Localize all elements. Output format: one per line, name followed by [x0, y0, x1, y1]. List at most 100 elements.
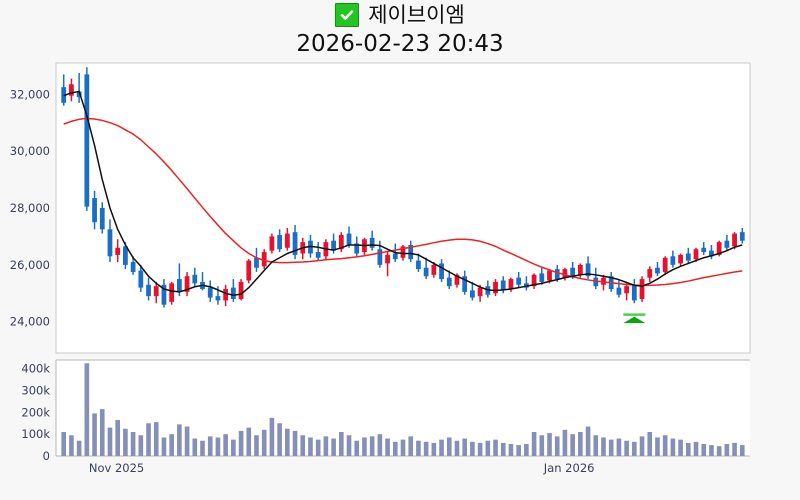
candlestick — [631, 279, 637, 304]
candlestick-volume-chart: 24,000 26,000 28,000 30,000 32,000 0 100k 200k 3… — [0, 58, 800, 500]
candlestick — [585, 256, 591, 280]
chart-header: 제이브이엠 2026-02-23 20:43 — [0, 0, 800, 62]
volume-bar — [639, 436, 645, 456]
volume-bar — [462, 438, 468, 456]
candlestick — [230, 279, 236, 302]
candle-body — [439, 263, 444, 280]
candlestick — [284, 227, 290, 251]
candle-body — [223, 289, 229, 301]
candlestick — [207, 280, 213, 302]
volume-bar — [292, 430, 298, 456]
volume-bar — [246, 427, 252, 456]
volume-bar — [724, 444, 730, 456]
volume-bar — [308, 437, 313, 456]
volume-bar — [400, 439, 406, 456]
candlestick — [99, 202, 105, 234]
volume-bar — [508, 444, 514, 456]
volume-ytick-label: 100k — [21, 427, 50, 441]
volume-bar — [547, 433, 552, 456]
ma-short-line — [63, 90, 743, 297]
candle-body — [701, 247, 707, 253]
candle-body — [292, 232, 298, 255]
volume-ytick-label: 200k — [21, 405, 50, 419]
candlestick — [269, 233, 275, 254]
candle-body — [616, 287, 622, 295]
candle-body — [215, 296, 221, 301]
volume-bar — [739, 445, 745, 456]
volume-bar — [416, 440, 421, 456]
candle-body — [431, 264, 437, 275]
volume-bar — [138, 435, 144, 456]
candle-body — [153, 286, 159, 297]
candle-body — [446, 277, 452, 287]
candle-body — [192, 274, 198, 284]
volume-bar — [223, 434, 228, 456]
volume-bar — [261, 429, 267, 456]
volume-bar — [500, 442, 506, 456]
candlestick — [223, 284, 229, 307]
volume-bar — [670, 438, 676, 456]
volume-bar — [485, 440, 491, 456]
candlestick — [655, 262, 660, 277]
candle-body — [423, 267, 429, 277]
volume-bar — [315, 439, 321, 456]
volume-bar — [709, 445, 714, 456]
candle-body — [416, 260, 421, 270]
candlestick — [431, 262, 437, 278]
candle-body — [354, 243, 360, 254]
candlestick — [732, 232, 737, 250]
candlestick — [670, 250, 676, 268]
volume-bar — [323, 436, 329, 456]
x-tick-label: Nov 2025 — [89, 461, 144, 475]
volume-bar — [570, 434, 575, 456]
chart-container: 24,000 26,000 28,000 30,000 32,000 0 100k 200k 3… — [0, 58, 800, 500]
volume-bar — [231, 439, 236, 456]
candlestick — [107, 219, 113, 263]
candlestick — [184, 271, 190, 297]
candlestick — [709, 244, 714, 260]
volume-bar — [662, 435, 668, 456]
volume-bar — [215, 437, 221, 456]
candle-body — [562, 269, 568, 278]
candle-body — [539, 273, 545, 282]
volume-bar — [678, 439, 683, 456]
buy-marker-triangle[interactable] — [623, 316, 646, 324]
checked-box-icon[interactable] — [335, 3, 360, 27]
volume-bar — [123, 428, 128, 456]
volume-bar — [76, 440, 82, 456]
candlestick — [639, 276, 645, 302]
volume-bar — [200, 440, 205, 456]
volume-bar — [99, 409, 105, 456]
candle-body — [670, 256, 676, 265]
volume-bar — [423, 441, 429, 456]
candlestick — [462, 270, 468, 295]
candlestick — [84, 67, 90, 211]
candle-body — [115, 247, 121, 255]
price-plot-area — [55, 62, 751, 354]
candlestick — [439, 259, 444, 282]
volume-bar — [601, 437, 606, 456]
volume-bar — [338, 432, 344, 456]
candlestick — [539, 267, 545, 285]
candle-body — [261, 252, 267, 267]
candle-body — [585, 263, 591, 277]
candlestick — [115, 239, 121, 263]
candlestick — [423, 257, 429, 280]
candlestick — [192, 267, 198, 287]
volume-bar — [115, 420, 121, 456]
volume-bar — [346, 435, 352, 456]
volume-bar — [269, 417, 275, 456]
candle-body — [408, 244, 414, 260]
volume-bar — [608, 439, 614, 456]
candle-body — [107, 229, 113, 257]
volume-ytick-label: 300k — [21, 384, 50, 398]
candle-body — [685, 253, 691, 261]
candle-body — [709, 250, 714, 257]
volume-bar — [277, 423, 282, 456]
candlestick — [470, 281, 475, 301]
candle-body — [377, 249, 383, 265]
candlestick — [138, 264, 144, 292]
candle-body — [277, 235, 283, 250]
volume-bar — [562, 429, 568, 456]
